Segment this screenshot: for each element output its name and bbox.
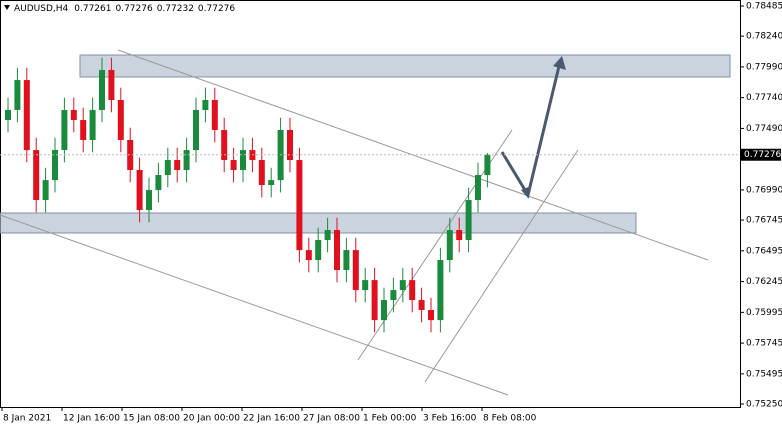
candle-body bbox=[428, 310, 434, 321]
candle-body bbox=[362, 280, 369, 291]
candle-body bbox=[456, 230, 463, 241]
candle-body bbox=[5, 109, 11, 121]
candle-body bbox=[146, 190, 152, 210]
candle-body bbox=[390, 290, 397, 301]
candle-body bbox=[315, 240, 322, 261]
header-open: 0.77261 bbox=[74, 4, 111, 14]
menu-triangle[interactable] bbox=[4, 5, 10, 10]
arrow-head bbox=[521, 186, 531, 198]
candle-body bbox=[117, 99, 124, 140]
y-tick-label: 0.76245 bbox=[746, 277, 782, 287]
candle-body bbox=[475, 175, 481, 201]
candle-body bbox=[136, 169, 143, 210]
y-tick-label: 0.77990 bbox=[746, 62, 782, 72]
y-tick-label: 0.78485 bbox=[746, 2, 782, 12]
candle-body bbox=[418, 300, 425, 311]
x-tick-label: 8 Jan 2021 bbox=[3, 414, 51, 424]
y-tick-label: 0.77740 bbox=[746, 93, 782, 103]
header-close: 0.77276 bbox=[198, 4, 235, 14]
candle-body bbox=[183, 150, 190, 170]
candle-body bbox=[108, 69, 115, 100]
candle-body bbox=[33, 150, 40, 201]
y-tick-label: 0.76495 bbox=[746, 246, 782, 256]
y-tick-label: 0.77490 bbox=[746, 124, 782, 134]
candle-body bbox=[465, 200, 472, 241]
y-tick-label: 0.75250 bbox=[746, 400, 782, 410]
candle-body bbox=[99, 69, 105, 110]
candle-body bbox=[61, 109, 68, 151]
symbol: AUDUSD,H4 bbox=[14, 4, 69, 14]
x-tick-label: 8 Feb 08:00 bbox=[483, 414, 537, 424]
channel-line bbox=[424, 149, 579, 383]
x-tick-label: 1 Feb 00:00 bbox=[363, 414, 417, 424]
y-tick-label: 0.76745 bbox=[746, 216, 782, 226]
x-tick-label: 12 Jan 16:00 bbox=[63, 414, 120, 424]
candle-body bbox=[52, 150, 58, 181]
channel-line bbox=[0, 214, 509, 396]
header-low: 0.77232 bbox=[157, 4, 194, 14]
y-tick-label: 0.78240 bbox=[746, 32, 782, 42]
candle-body bbox=[127, 139, 134, 170]
candle-body bbox=[164, 160, 171, 176]
candle-body bbox=[268, 180, 275, 186]
y-tick-label: 0.75495 bbox=[746, 369, 782, 379]
x-tick-label: 3 Feb 16:00 bbox=[423, 414, 477, 424]
candle-body bbox=[240, 150, 246, 170]
candle-body bbox=[371, 280, 378, 321]
resistance-zone bbox=[79, 54, 731, 78]
candle-body bbox=[193, 109, 199, 151]
candle-body bbox=[352, 250, 359, 291]
candle-body bbox=[14, 80, 21, 110]
x-tick-label: 27 Jan 08:00 bbox=[303, 414, 360, 424]
candle-body bbox=[343, 250, 350, 271]
candle-body bbox=[23, 80, 30, 151]
candle-body bbox=[287, 130, 293, 161]
candle-body bbox=[296, 160, 303, 251]
candle-body bbox=[230, 160, 237, 170]
chart-header: AUDUSD,H4 0.77261 0.77276 0.77232 0.77276 bbox=[14, 4, 235, 14]
y-tick-label: 0.75995 bbox=[746, 308, 782, 318]
candle-body bbox=[155, 175, 162, 191]
price-label: 0.77276 bbox=[744, 150, 781, 160]
candle-body bbox=[202, 99, 209, 110]
candle-body bbox=[89, 109, 96, 140]
candle-body bbox=[409, 280, 416, 301]
x-tick-label: 22 Jan 16:00 bbox=[243, 414, 300, 424]
candle-body bbox=[446, 230, 453, 261]
header-high: 0.77276 bbox=[115, 4, 152, 14]
candle-body bbox=[334, 230, 340, 271]
candle-body bbox=[305, 250, 312, 261]
arrow-head bbox=[553, 56, 566, 70]
candle-body bbox=[70, 109, 77, 121]
candle-body bbox=[258, 160, 265, 186]
annotations bbox=[0, 49, 731, 396]
candle-body bbox=[174, 160, 181, 170]
candle-body bbox=[381, 300, 387, 321]
candle-body bbox=[42, 180, 49, 201]
candle-body bbox=[80, 120, 87, 140]
price-label-bg bbox=[741, 148, 781, 161]
y-tick-label: 0.76990 bbox=[746, 185, 782, 195]
x-tick-label: 20 Jan 00:00 bbox=[183, 414, 240, 424]
candle-body bbox=[221, 130, 228, 161]
candle-body bbox=[484, 154, 491, 176]
candle-body bbox=[211, 99, 218, 131]
x-tick-label: 15 Jan 08:00 bbox=[123, 414, 180, 424]
y-tick-label: 0.75745 bbox=[746, 339, 782, 349]
candle-body bbox=[437, 260, 444, 321]
candle-body bbox=[399, 280, 406, 291]
candle-body bbox=[324, 230, 331, 241]
